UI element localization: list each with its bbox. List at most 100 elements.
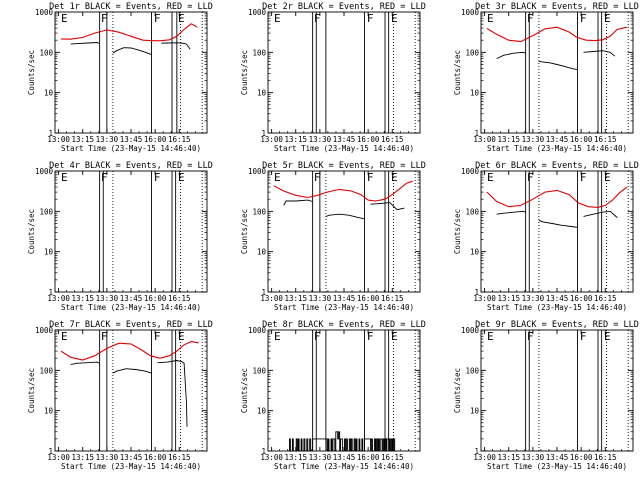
subplot-title: Det 8r BLACK = Events, RED = LLD <box>262 320 426 330</box>
subplot-title: Det 9r BLACK = Events, RED = LLD <box>475 320 639 330</box>
x-tick-label: 13:00 <box>260 135 283 144</box>
x-tick-label: 16:00 <box>144 135 167 144</box>
x-axis-label: Start Time (23-May-15 14:46:40) <box>274 462 414 471</box>
x-tick-label: 16:15 <box>381 453 404 462</box>
lld-series <box>60 23 198 42</box>
x-tick-label: 16:15 <box>594 294 617 303</box>
x-tick-label: 16:15 <box>168 135 191 144</box>
subplot-title: Det 7r BLACK = Events, RED = LLD <box>49 320 213 330</box>
y-tick-label: 100 <box>39 48 53 57</box>
x-tick-label: 13:45 <box>546 294 569 303</box>
x-tick-label: 16:15 <box>381 135 404 144</box>
events-series <box>325 213 365 220</box>
events-series <box>70 361 100 365</box>
plot-frame <box>267 11 421 134</box>
y-tick-label: 1 <box>261 288 266 297</box>
events-series <box>370 202 405 211</box>
flag-label: F <box>154 12 161 25</box>
x-tick-label: 13:45 <box>333 294 356 303</box>
x-axis-label: Start Time (23-May-15 14:46:40) <box>487 303 627 312</box>
lld-series <box>486 186 628 208</box>
y-tick-label: 100 <box>252 48 266 57</box>
x-tick-label: 13:15 <box>284 294 307 303</box>
x-tick-label: 16:00 <box>144 294 167 303</box>
y-tick-label: 10 <box>44 248 54 257</box>
x-axis-label: Start Time (23-May-15 14:46:40) <box>274 144 414 153</box>
y-tick-label: 1000 <box>248 167 267 176</box>
y-tick-label: 10 <box>257 89 267 98</box>
flag-label: E <box>178 330 185 343</box>
flag-label: E <box>178 12 185 25</box>
x-tick-label: 13:15 <box>284 135 307 144</box>
flag-label: E <box>178 171 185 184</box>
y-tick-label: 10 <box>470 89 480 98</box>
x-tick-label: 13:00 <box>47 453 70 462</box>
events-series <box>70 42 100 45</box>
x-tick-label: 13:30 <box>309 294 332 303</box>
y-tick-label: 10 <box>257 407 267 416</box>
subplot-title: Det 6r BLACK = Events, RED = LLD <box>475 161 639 171</box>
y-tick-label: 100 <box>465 48 479 57</box>
subplot-title: Det 1r BLACK = Events, RED = LLD <box>49 2 213 12</box>
x-tick-label: 13:15 <box>71 135 94 144</box>
y-tick-label: 1 <box>261 447 266 456</box>
y-tick-label: 100 <box>252 366 266 375</box>
y-tick-label: 1000 <box>248 326 267 335</box>
y-tick-label: 10 <box>44 89 54 98</box>
y-tick-label: 1 <box>48 129 53 138</box>
flag-label: F <box>314 330 321 343</box>
subplot-title: Det 2r BLACK = Events, RED = LLD <box>262 2 426 12</box>
x-tick-label: 16:00 <box>357 135 380 144</box>
flag-label: E <box>61 12 68 25</box>
x-axis-label: Start Time (23-May-15 14:46:40) <box>61 303 201 312</box>
events-series <box>283 199 313 206</box>
x-tick-label: 13:30 <box>522 135 545 144</box>
y-tick-label: 1000 <box>461 167 480 176</box>
x-axis-label: Start Time (23-May-15 14:46:40) <box>487 462 627 471</box>
y-axis-label: Counts/sec <box>27 368 36 413</box>
y-tick-label: 10 <box>44 407 54 416</box>
y-tick-label: 1 <box>474 129 479 138</box>
flag-label: E <box>487 171 494 184</box>
flag-label: E <box>61 171 68 184</box>
flag-label: E <box>274 330 281 343</box>
x-tick-label: 13:45 <box>333 135 356 144</box>
flag-label: F <box>101 12 108 25</box>
x-tick-label: 13:15 <box>71 294 94 303</box>
plot-frame <box>54 170 208 293</box>
x-tick-label: 16:15 <box>594 453 617 462</box>
y-tick-label: 100 <box>465 207 479 216</box>
flag-label: F <box>367 171 374 184</box>
flag-label: E <box>487 330 494 343</box>
subplot-title: Det 5r BLACK = Events, RED = LLD <box>262 161 426 171</box>
plot-frame <box>54 11 208 134</box>
y-tick-label: 1000 <box>461 8 480 17</box>
flag-label: E <box>391 330 398 343</box>
events-series <box>112 368 152 374</box>
lld-series <box>273 180 413 202</box>
flag-label: F <box>527 12 534 25</box>
flag-label: F <box>314 171 321 184</box>
flag-label: E <box>604 171 611 184</box>
x-tick-label: 13:15 <box>497 294 520 303</box>
flag-label: E <box>391 12 398 25</box>
subplot-title: Det 4r BLACK = Events, RED = LLD <box>49 161 213 171</box>
x-tick-label: 13:15 <box>71 453 94 462</box>
plot-frame <box>54 329 208 452</box>
x-tick-label: 16:15 <box>594 135 617 144</box>
events-series <box>496 210 526 215</box>
plot-frame <box>480 11 634 134</box>
plot-frame <box>267 170 421 293</box>
x-tick-label: 13:00 <box>260 453 283 462</box>
x-tick-label: 13:45 <box>120 453 143 462</box>
y-axis-label: Counts/sec <box>240 368 249 413</box>
x-tick-label: 13:15 <box>284 453 307 462</box>
y-axis-label: Counts/sec <box>27 209 36 254</box>
flag-label: F <box>367 12 374 25</box>
flag-label: E <box>391 171 398 184</box>
x-tick-label: 13:45 <box>120 294 143 303</box>
